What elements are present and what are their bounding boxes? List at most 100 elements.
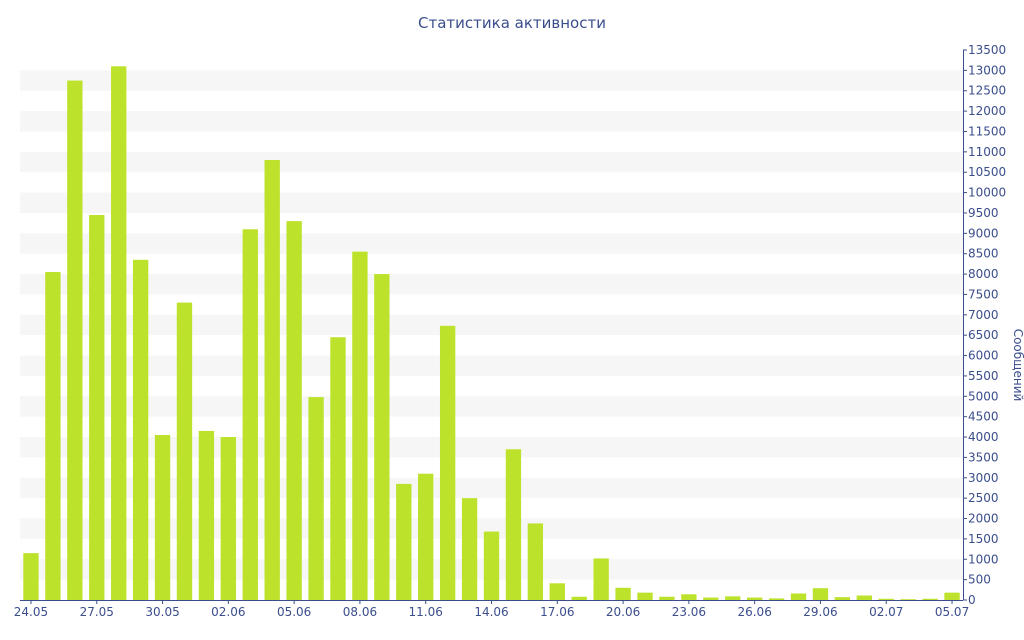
- bar: [67, 80, 83, 601]
- bar: [286, 221, 302, 600]
- bar: [659, 596, 675, 600]
- y-tick-label: 12000: [968, 104, 1006, 118]
- chart-title: Статистика активности: [418, 14, 606, 32]
- bar: [812, 588, 829, 600]
- y-axis-title: Сообщений: [1011, 329, 1024, 402]
- bar: [900, 599, 916, 600]
- bar: [725, 596, 741, 600]
- grid-band: [20, 274, 963, 295]
- bar: [220, 437, 237, 600]
- y-tick-label: 6000: [968, 349, 999, 363]
- bar: [834, 597, 851, 600]
- grid-band: [20, 192, 963, 213]
- bar: [944, 592, 960, 600]
- bars-group: [23, 66, 960, 601]
- y-tick-label: 4500: [968, 410, 999, 424]
- y-tick-label: 9500: [968, 206, 999, 220]
- bar: [790, 593, 807, 600]
- x-tick-label: 02.06: [211, 605, 245, 619]
- bar: [176, 302, 193, 600]
- y-tick-label: 11000: [968, 145, 1006, 159]
- bar: [549, 583, 565, 600]
- y-tick-label: 5500: [968, 369, 999, 383]
- x-tick-label: 05.07: [935, 605, 969, 619]
- y-tick-label: 9000: [968, 226, 999, 240]
- x-tick-label: 20.06: [606, 605, 640, 619]
- x-tick-label: 23.06: [672, 605, 706, 619]
- y-tick-label: 8000: [968, 267, 999, 281]
- bar: [483, 531, 500, 600]
- bar: [330, 337, 346, 600]
- y-tick-label: 8500: [968, 247, 999, 261]
- y-tick-label: 4000: [968, 430, 999, 444]
- x-tick-label: 17.06: [540, 605, 574, 619]
- grid-band: [20, 314, 963, 336]
- x-tick-label: 30.05: [145, 605, 179, 619]
- y-tick-label: 7500: [968, 287, 999, 301]
- bar: [264, 160, 280, 600]
- y-tick-label: 2000: [968, 512, 999, 526]
- bar: [89, 215, 105, 600]
- y-tick-label: 3500: [968, 450, 999, 464]
- grid-band: [20, 70, 963, 91]
- x-tick-label: 05.06: [277, 605, 311, 619]
- bar: [242, 229, 258, 600]
- grid-band: [20, 355, 963, 376]
- bar: [922, 598, 938, 600]
- x-axis: 24.05 27.05 30.05 02.06 05.06 08.06 11.06 14.06…: [14, 600, 969, 619]
- grid-band: [20, 233, 963, 254]
- bar: [374, 274, 390, 600]
- bar: [505, 449, 522, 600]
- bar: [418, 473, 434, 600]
- x-tick-label: 02.07: [869, 605, 903, 619]
- x-tick-label: 11.06: [409, 605, 443, 619]
- bar: [527, 523, 544, 600]
- y-tick-label: 13500: [968, 43, 1006, 57]
- bar: [439, 325, 456, 600]
- y-tick-label: 7000: [968, 308, 999, 322]
- bar: [45, 272, 61, 600]
- bar: [461, 498, 478, 600]
- x-tick-label: 08.06: [343, 605, 377, 619]
- grid-band: [20, 396, 963, 417]
- bar: [23, 553, 39, 600]
- bar: [856, 595, 872, 600]
- bar: [681, 594, 697, 600]
- bar: [198, 430, 215, 600]
- bar: [571, 596, 587, 600]
- x-tick-label: 27.05: [80, 605, 114, 619]
- y-tick-label: 3000: [968, 471, 999, 485]
- x-tick-label: 26.06: [737, 605, 771, 619]
- y-tick-label: 10500: [968, 165, 1006, 179]
- y-tick-label: 1000: [968, 552, 999, 566]
- bar: [703, 597, 719, 600]
- y-tick-label: 11500: [968, 124, 1006, 138]
- x-tick-label: 24.05: [14, 605, 48, 619]
- y-tick-label: 1500: [968, 532, 999, 546]
- y-tick-label: 12500: [968, 84, 1006, 98]
- y-tick-label: 10000: [968, 186, 1006, 200]
- y-tick-label: 2500: [968, 491, 999, 505]
- bar: [637, 592, 653, 600]
- y-tick-label: 5000: [968, 389, 999, 403]
- bar: [111, 66, 127, 601]
- x-tick-label: 14.06: [474, 605, 508, 619]
- bar: [878, 598, 894, 600]
- y-tick-label: 500: [968, 573, 991, 587]
- y-tick-label: 0: [968, 593, 976, 607]
- bar: [396, 483, 412, 600]
- bar: [132, 259, 149, 600]
- bar: [352, 251, 368, 600]
- bar: [308, 397, 324, 600]
- bar: [593, 558, 609, 600]
- x-tick-label: 29.06: [803, 605, 837, 619]
- y-tick-label: 13000: [968, 63, 1006, 77]
- bar: [746, 597, 763, 600]
- grid-band: [20, 151, 963, 173]
- bar: [154, 435, 171, 600]
- y-axis: 0 500 1000 1500 2000 2500 3000 3500 4000 4500 5000…: [963, 43, 1024, 607]
- y-tick-label: 6500: [968, 328, 999, 342]
- bar: [615, 587, 631, 600]
